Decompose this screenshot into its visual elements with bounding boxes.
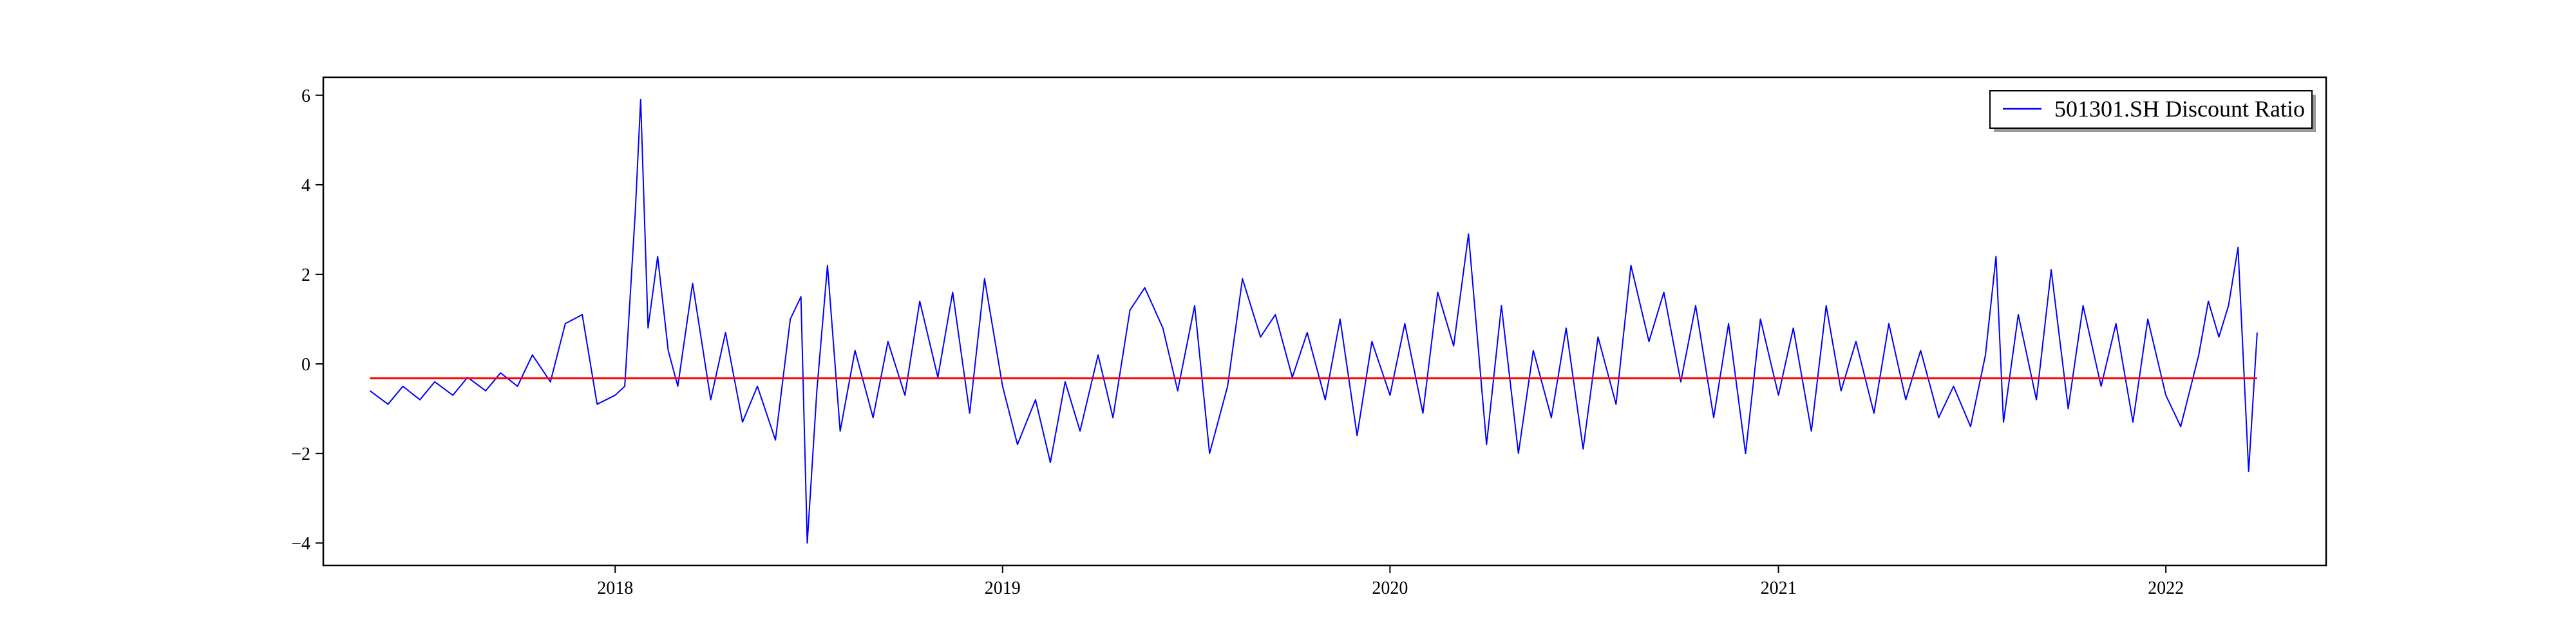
legend: 501301.SH Discount Ratio [1989,90,2316,132]
x-tick-label: 2019 [985,578,1021,598]
legend-label: 501301.SH Discount Ratio [2054,96,2305,122]
y-tick-label: −2 [291,444,310,464]
y-axis: −4 −2 0 2 4 6 [291,86,323,554]
x-tick-label: 2021 [1761,578,1797,598]
y-tick-label: −4 [291,534,310,554]
plot-area-frame [322,76,2327,567]
legend-box [1989,90,2313,129]
y-tick-label: 6 [301,86,310,106]
series-layer [369,99,2258,544]
x-axis: 2018 2019 2020 2021 2022 [597,565,2184,598]
x-tick-label: 2020 [1372,578,1408,598]
y-tick-label: 4 [301,176,310,196]
y-tick-label: 2 [301,265,310,285]
series-line [369,99,2258,544]
x-tick-label: 2022 [2148,578,2184,598]
x-tick-label: 2018 [597,578,633,598]
y-tick-label: 0 [301,355,310,375]
